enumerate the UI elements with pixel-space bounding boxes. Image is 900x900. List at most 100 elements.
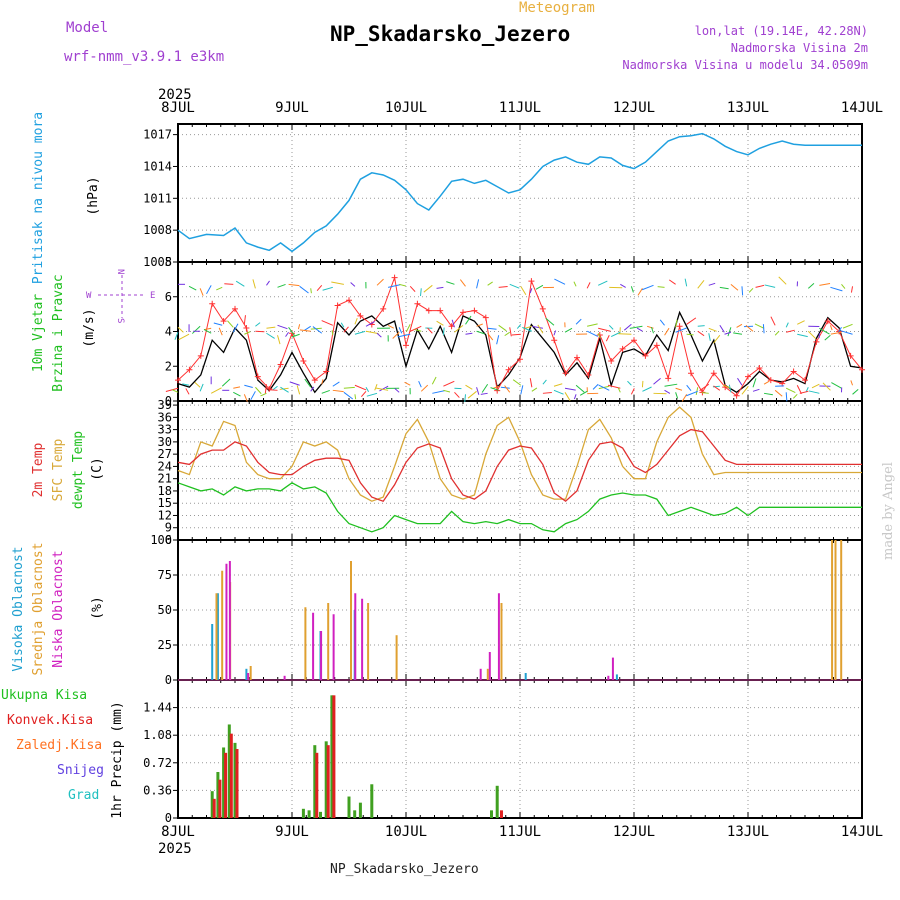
temperature-ytick-label: 33 (158, 423, 172, 437)
wind-direction-arrow (724, 331, 732, 335)
wind-direction-arrow (277, 283, 286, 288)
wind-direction-arrow (852, 389, 859, 395)
wind-direction-arrow (420, 384, 429, 392)
wind-direction-arrow (321, 379, 324, 385)
clouds-ytick-label: 75 (158, 568, 172, 582)
precip-bar (499, 810, 503, 818)
wind-direction-arrow (708, 327, 717, 332)
pressure-units: (hPa) (86, 176, 101, 215)
x-day-label-top: 8JUL (161, 100, 195, 116)
wind-direction-arrow (701, 392, 709, 394)
precip-bar (210, 791, 214, 818)
gust-marker (733, 392, 740, 399)
wind-direction-arrow (697, 330, 705, 337)
wind-direction-arrow (266, 280, 270, 286)
pressure-ytick-label: 1014 (143, 159, 172, 173)
wind-direction-arrow (420, 288, 422, 297)
precip-bar (315, 752, 319, 818)
wind-direction-arrow (406, 324, 411, 332)
temp2m-axis-title: 2m Temp (31, 442, 46, 497)
wind-direction-arrow (487, 327, 497, 330)
gust-marker (186, 366, 193, 373)
wind-direction-arrow (199, 288, 204, 296)
wind-direction-arrow (627, 380, 632, 386)
wind-direction-arrow (529, 288, 533, 294)
wind-direction-arrow (608, 324, 614, 330)
wind-direction-arrow (792, 393, 798, 399)
wind-direction-arrow (427, 327, 433, 334)
gust-marker (232, 305, 238, 312)
cloud-high-axis-title: Visoka Oblacnost (11, 546, 26, 671)
wind-direction-arrow (365, 330, 379, 335)
wind-direction-arrow (754, 323, 765, 329)
gust-marker (277, 361, 284, 368)
wind-direction-arrow (713, 385, 721, 391)
precip-bar (353, 810, 357, 818)
wind-direction-arrow (376, 278, 384, 286)
wind-direction-arrow (498, 286, 508, 288)
wind-direction-arrow (398, 327, 403, 334)
wind-direction-arrow (340, 322, 345, 328)
wind-direction-arrow (719, 286, 729, 290)
clouds-ytick-label: 25 (158, 638, 172, 652)
wind-direction-arrow (681, 394, 688, 402)
wind-direction-arrow (837, 327, 842, 334)
wind-direction-arrow (778, 276, 787, 285)
wind-direction-arrow (629, 325, 643, 329)
temperature-ytick-label: 36 (158, 410, 172, 424)
wind-direction-arrow (224, 283, 234, 285)
wind-direction-arrow (641, 284, 654, 291)
wind-direction-arrow (288, 283, 300, 287)
precip-bar (370, 784, 374, 818)
wind-direction-arrow (610, 331, 621, 337)
gust-marker (197, 352, 204, 359)
wind-direction-arrow (303, 325, 311, 332)
precip-ytick-label: 0 (165, 811, 172, 825)
wind-direction-arrow (520, 385, 524, 395)
gust-marker (619, 345, 626, 352)
wind-direction-arrow (289, 381, 300, 386)
wind-direction-arrow (343, 391, 354, 400)
wind-direction-arrow (532, 325, 543, 329)
wind-direction-arrow (394, 388, 400, 393)
wind-direction-arrow (617, 387, 621, 393)
x-day-label-bottom: 14JUL (841, 824, 883, 840)
wind-direction-arrow (465, 315, 472, 325)
clouds-ytick-label: 50 (158, 603, 172, 617)
pressure-ytick-label: 1005 (143, 255, 172, 269)
footer-station: NP_Skadarsko_Jezero (330, 862, 479, 877)
wind-direction-arrow (299, 329, 311, 332)
x-day-label-top: 14JUL (841, 100, 883, 116)
pressure-series-line (177, 132, 862, 253)
wind-direction-arrow (321, 389, 330, 394)
x-day-label-top: 10JUL (385, 100, 427, 116)
wind-direction-arrow (216, 286, 223, 291)
wind-direction-arrow (374, 384, 378, 391)
wind-direction-arrow (268, 389, 278, 391)
wind-direction-arrow (511, 333, 521, 336)
wind-direction-arrow (741, 286, 744, 296)
wind-direction-arrow (277, 324, 288, 330)
gust-marker (813, 338, 820, 345)
pressure-ytick-label: 1008 (143, 223, 172, 237)
precip-bar (227, 724, 231, 818)
compass-east: E (150, 291, 155, 301)
dewpt-axis-title: dewpt Temp (71, 431, 86, 509)
wind-direction-arrow (605, 335, 610, 342)
precip-axis-title: 1hr Precip (mm) (110, 701, 125, 818)
wind-direction-arrow (244, 331, 251, 335)
wind-direction-arrow (423, 284, 433, 293)
gust-marker (505, 366, 512, 373)
temperature-ytick-label: 30 (158, 435, 172, 449)
wind-direction-arrow (350, 282, 356, 287)
wind-direction-arrow (296, 385, 301, 395)
clouds-ytick-label: 0 (165, 673, 172, 687)
wind-direction-arrow (786, 329, 795, 333)
wind-direction-arrow (436, 286, 444, 289)
wind-direction-arrow (727, 327, 732, 337)
wind-direction-arrow (520, 286, 527, 295)
wind-direction-arrow (213, 322, 223, 326)
sfc-temp-axis-title: SFC Temp (51, 439, 66, 502)
gust-marker (665, 375, 672, 382)
